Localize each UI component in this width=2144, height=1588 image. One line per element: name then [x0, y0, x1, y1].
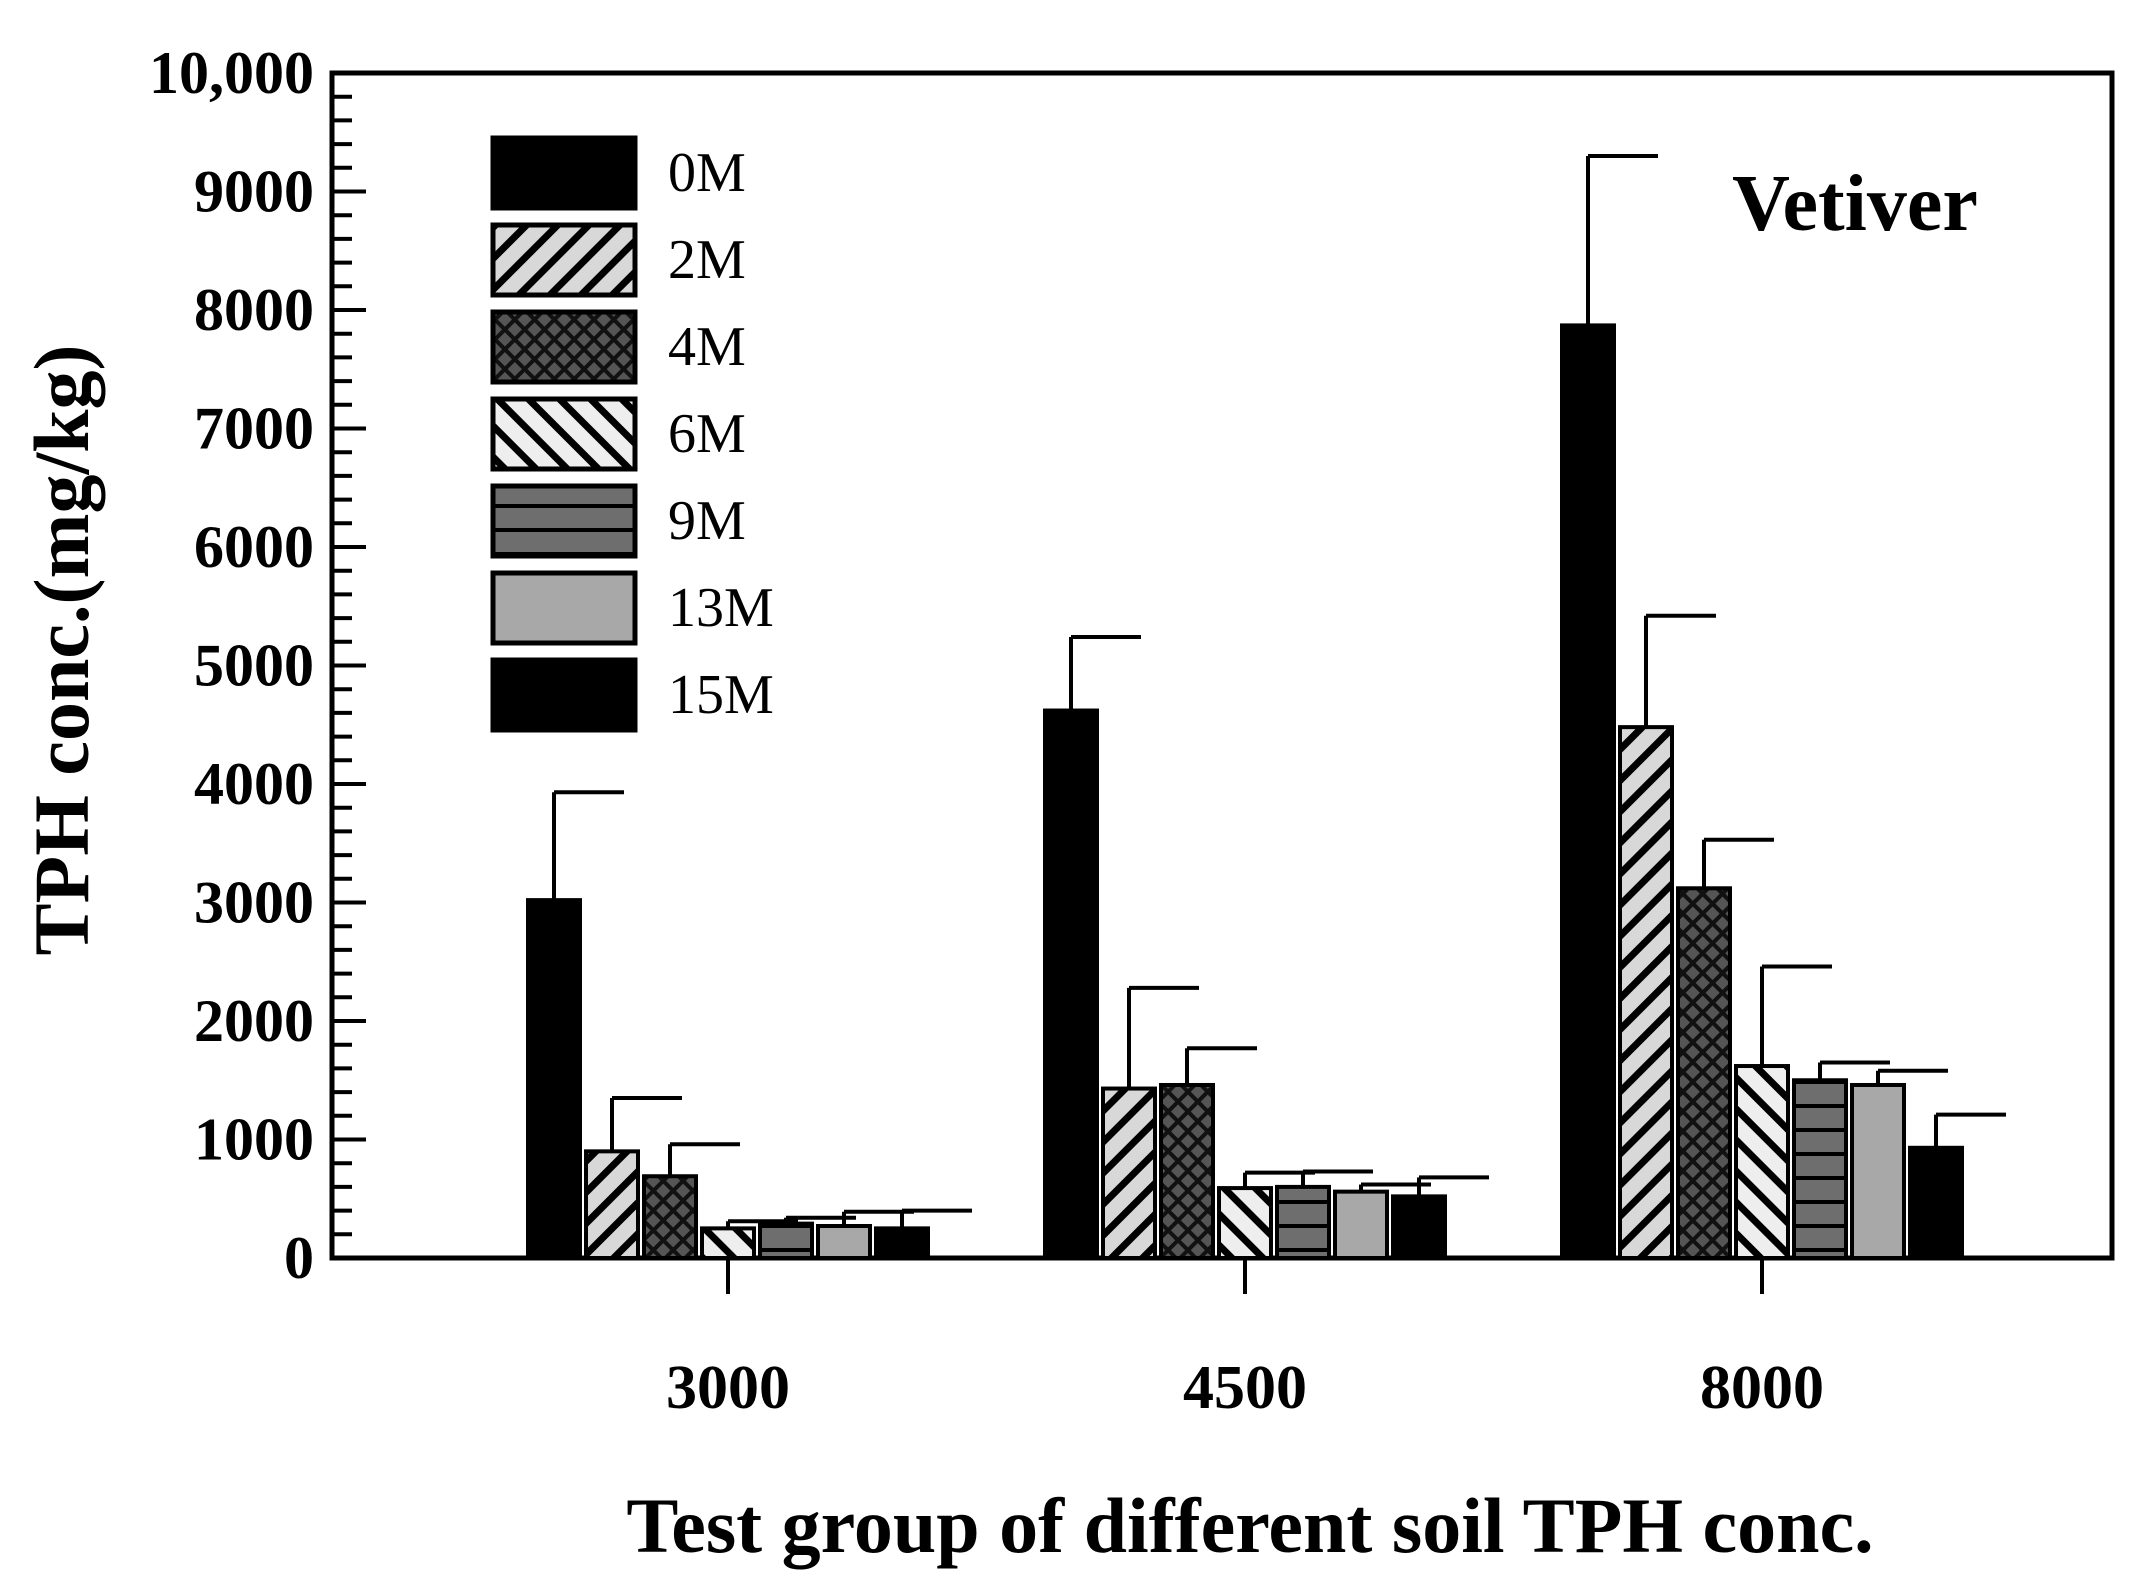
legend-swatch-4m	[490, 309, 638, 385]
x-axis-label: Test group of different soil TPH conc.	[626, 1482, 1873, 1569]
y-tick-label: 3000	[194, 870, 314, 936]
legend-label-9m: 9M	[668, 490, 746, 552]
legend-swatch-13m	[490, 570, 638, 646]
y-tick-label: 0	[284, 1225, 314, 1291]
legend-swatch-15m	[490, 657, 638, 733]
bar-2m-8000	[1618, 725, 1674, 1260]
y-tick-label: 6000	[194, 514, 314, 580]
legend-label-15m: 15M	[668, 664, 774, 726]
x-tick-label: 3000	[666, 1354, 790, 1422]
x-tick-label: 8000	[1700, 1354, 1824, 1422]
y-tick-label: 1000	[194, 1107, 314, 1173]
x-tick-label: 4500	[1183, 1354, 1307, 1422]
chart-annotation: Vetiver	[1732, 160, 1978, 248]
y-tick-label: 7000	[194, 396, 314, 462]
bar-9m-8000	[1792, 1078, 1848, 1260]
legend-swatch-2m	[490, 222, 638, 298]
y-tick-label: 8000	[194, 277, 314, 343]
bar-13m-3000	[816, 1224, 872, 1261]
y-axis-label: TPH conc.(mg/kg)	[18, 345, 105, 956]
bar-9m-4500	[1275, 1184, 1331, 1261]
legend-label-4m: 4M	[668, 316, 746, 378]
y-tick-label: 4000	[194, 751, 314, 817]
bar-9m-3000	[758, 1221, 814, 1261]
bar-4m-4500	[1159, 1082, 1215, 1260]
bar-15m-3000	[874, 1226, 930, 1260]
y-tick-label: 9000	[194, 159, 314, 225]
bar-0m-8000	[1560, 323, 1616, 1260]
legend-swatch-9m	[490, 483, 638, 559]
legend-label-0m: 0M	[668, 142, 746, 204]
legend-label-2m: 2M	[668, 229, 746, 291]
bar-4m-3000	[642, 1174, 698, 1260]
y-tick-label: 5000	[194, 633, 314, 699]
legend-label-13m: 13M	[668, 577, 774, 639]
legend-swatch-0m	[490, 135, 638, 211]
bar-6m-8000	[1734, 1064, 1790, 1261]
bar-2m-3000	[584, 1149, 640, 1260]
bar-6m-4500	[1217, 1186, 1273, 1260]
bar-13m-4500	[1333, 1189, 1389, 1261]
bar-6m-3000	[700, 1226, 756, 1260]
bar-15m-4500	[1391, 1194, 1447, 1261]
bar-0m-4500	[1043, 708, 1099, 1260]
y-tick-label: 10,000	[149, 40, 314, 106]
bar-0m-3000	[526, 898, 582, 1260]
legend-label-6m: 6M	[668, 403, 746, 465]
legend-swatch-6m	[490, 396, 638, 472]
bar-2m-4500	[1101, 1086, 1157, 1261]
bar-15m-8000	[1908, 1145, 1964, 1261]
bar-13m-8000	[1850, 1082, 1906, 1260]
bar-4m-8000	[1676, 886, 1732, 1261]
y-tick-label: 2000	[194, 988, 314, 1054]
